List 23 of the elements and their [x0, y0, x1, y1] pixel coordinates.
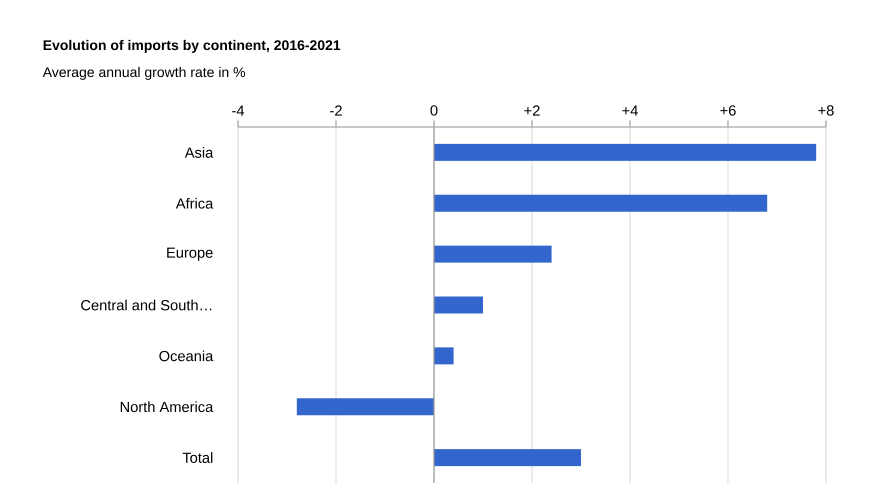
bar — [434, 347, 454, 364]
bar — [434, 144, 816, 161]
y-tick-label: Europe — [167, 248, 213, 261]
y-tick-label: North America — [120, 401, 214, 412]
x-tick-label: -2 — [330, 105, 342, 116]
x-tick-label: +6 — [720, 105, 736, 116]
x-tick-label: +4 — [622, 106, 638, 116]
x-tick-label: 0 — [430, 105, 438, 116]
chart-subtitle: Average annual growth rate in % — [42, 66, 246, 80]
y-tick-label: Oceania — [159, 350, 214, 362]
bar — [296, 398, 434, 416]
bar — [434, 246, 552, 263]
y-tick-label: Asia — [184, 147, 214, 158]
bar — [434, 449, 581, 466]
x-tick-label: +2 — [524, 105, 540, 116]
y-tick-label: Total — [182, 452, 212, 463]
x-tick-label: -4 — [232, 106, 244, 116]
y-tick-label: Central and South… — [81, 300, 212, 310]
x-tick-label: +8 — [818, 105, 834, 116]
chart-title: Evolution of imports by continent, 2016-2021 — [44, 40, 340, 53]
y-tick-label: Africa — [176, 198, 214, 209]
bar — [434, 296, 483, 314]
bar — [434, 194, 768, 212]
